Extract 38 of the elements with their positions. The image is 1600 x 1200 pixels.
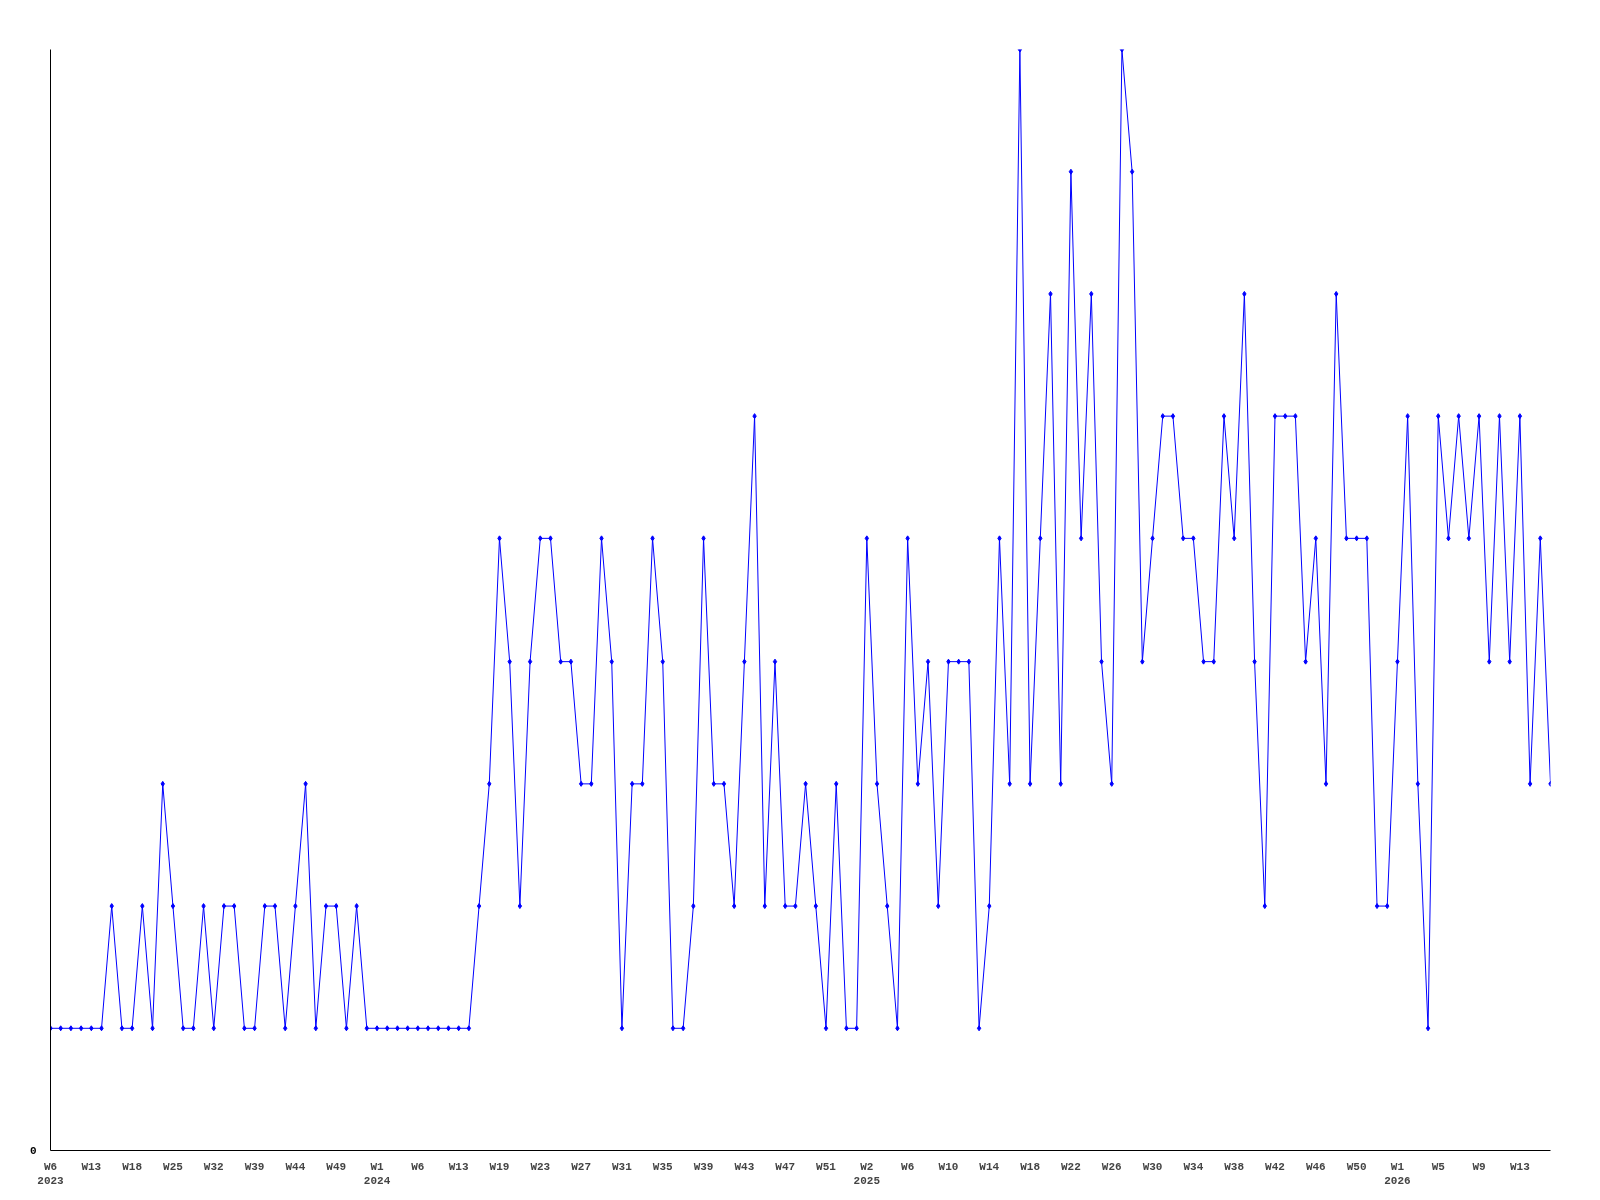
x-tick-label: W23 <box>530 1160 551 1173</box>
x-tick-label: W49 <box>326 1160 347 1173</box>
x-tick-label: W32 <box>203 1160 224 1173</box>
x-tick-label: W6 2023 <box>37 1160 65 1187</box>
x-tick-label: W18 <box>122 1160 143 1173</box>
x-tick-label: W26 <box>1101 1160 1122 1173</box>
x-tick-label: W25 <box>163 1160 184 1173</box>
x-tick-label: W6 <box>901 1160 915 1173</box>
x-tick-label: W14 <box>979 1160 1000 1173</box>
x-tick-label: W39 <box>244 1160 265 1173</box>
x-tick-label: W46 <box>1305 1160 1326 1173</box>
x-tick-label: W5 <box>1431 1160 1446 1173</box>
x-tick-label: W31 <box>612 1160 633 1173</box>
x-tick-label: W19 <box>489 1160 510 1173</box>
x-tick-label: W27 <box>571 1160 592 1173</box>
x-tick-label: W22 <box>1061 1160 1081 1173</box>
x-tick-label: W13 <box>1509 1160 1531 1173</box>
x-tick-label: W2 2025 <box>853 1160 881 1187</box>
x-tick-label: W43 <box>734 1160 755 1173</box>
x-tick-label: W1 2026 <box>1384 1160 1411 1187</box>
x-tick-label: W1 2024 <box>363 1160 391 1187</box>
x-tick-label: W6 <box>411 1160 425 1173</box>
x-tick-label: W13 <box>81 1160 102 1173</box>
x-tick-label: W38 <box>1224 1160 1245 1173</box>
x-tick-label: W9 <box>1472 1160 1486 1173</box>
x-tick-label: W42 <box>1265 1160 1285 1173</box>
x-tick-label: W30 <box>1142 1160 1163 1173</box>
x-tick-label: W51 <box>816 1160 837 1173</box>
x-tick-label: W34 <box>1183 1160 1204 1173</box>
text: 0 <box>29 1145 37 1157</box>
x-tick-label: W47 <box>775 1160 796 1173</box>
x-tick-label: W10 <box>938 1160 959 1173</box>
x-tick-label: W13 <box>448 1160 469 1173</box>
x-tick-label: W50 <box>1346 1160 1367 1173</box>
x-tick-label: W44 <box>285 1160 306 1173</box>
x-tick-label: W35 <box>652 1160 674 1173</box>
x-tick-label: W39 <box>693 1160 714 1173</box>
x-tick-label: W18 <box>1020 1160 1041 1173</box>
